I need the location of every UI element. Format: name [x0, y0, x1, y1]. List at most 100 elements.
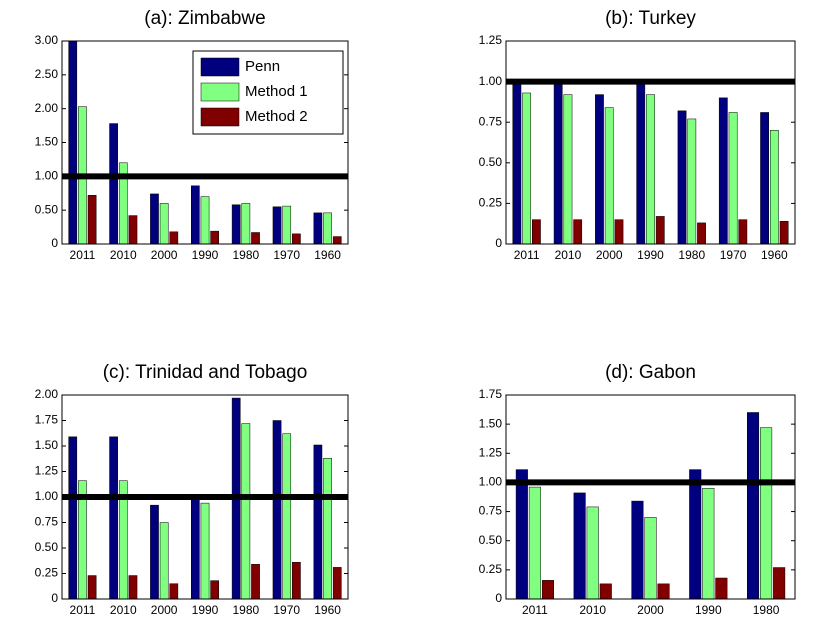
x-tick-label: 2000	[151, 603, 178, 617]
bar	[631, 500, 644, 600]
bar	[779, 221, 789, 245]
bar	[515, 469, 528, 600]
bar	[573, 492, 586, 600]
legend-swatch	[200, 82, 240, 102]
bar	[657, 583, 670, 600]
x-tick-label: 1980	[233, 248, 260, 262]
bar	[687, 118, 697, 245]
y-tick-label: 0	[51, 236, 58, 250]
x-tick-label: 1960	[314, 248, 341, 262]
bar	[553, 81, 563, 245]
y-tick-label: 1.25	[479, 445, 503, 459]
bar	[190, 185, 200, 245]
y-tick-label: 1.00	[479, 74, 503, 88]
bar	[728, 112, 738, 245]
x-tick-label: 2000	[151, 248, 178, 262]
bar	[128, 575, 138, 600]
bar	[323, 457, 332, 600]
bar	[241, 423, 251, 600]
y-tick-label: 2.50	[35, 67, 59, 81]
y-tick-label: 1.75	[35, 413, 59, 427]
chart-title: (c): Trinidad and Tobago	[103, 362, 308, 383]
bar	[313, 444, 323, 600]
bar	[573, 219, 583, 245]
bar	[169, 583, 179, 600]
bar	[200, 502, 210, 600]
x-tick-label: 1970	[273, 603, 300, 617]
x-tick-label: 1970	[720, 248, 747, 262]
x-tick-label: 2010	[579, 603, 606, 617]
x-tick-label: 1980	[753, 603, 780, 617]
bar	[655, 216, 665, 245]
y-tick-label: 0.75	[35, 515, 59, 529]
bar	[718, 97, 728, 245]
bar	[109, 436, 118, 600]
bar	[251, 232, 260, 245]
x-tick-label: 1980	[678, 248, 705, 262]
bar	[272, 420, 282, 600]
bar	[522, 92, 532, 245]
bar	[87, 575, 97, 600]
bar	[282, 433, 292, 600]
y-tick-label: 0.25	[479, 562, 503, 576]
bar	[200, 196, 210, 245]
legend-label: Penn	[245, 58, 280, 75]
axes-box	[61, 394, 349, 600]
y-tick-label: 0.50	[479, 155, 503, 169]
bar	[773, 567, 786, 600]
y-tick-label: 3.00	[35, 33, 59, 47]
bar	[644, 517, 657, 600]
bar	[231, 204, 241, 245]
bar	[241, 203, 251, 245]
y-tick-label: 0	[495, 236, 502, 250]
bar	[528, 486, 541, 600]
x-tick-label: 2011	[70, 248, 96, 262]
x-tick-label: 2000	[637, 603, 664, 617]
bar	[332, 236, 342, 245]
bar	[159, 522, 169, 600]
bar	[292, 562, 301, 600]
axes-box	[61, 40, 349, 245]
y-tick-label: 0.50	[35, 540, 59, 554]
y-tick-label: 1.00	[35, 489, 59, 503]
y-tick-label: 1.00	[479, 475, 503, 489]
bar	[87, 195, 97, 245]
bar	[190, 498, 200, 600]
x-tick-label: 1990	[637, 248, 664, 262]
bar	[689, 469, 702, 600]
bar	[646, 94, 655, 245]
y-tick-label: 1.00	[35, 169, 59, 183]
y-tick-label: 1.50	[479, 416, 503, 430]
x-tick-label: 1960	[314, 603, 341, 617]
axes-box	[505, 394, 796, 600]
x-tick-label: 1980	[233, 603, 260, 617]
y-tick-label: 1.75	[479, 387, 503, 401]
bar	[210, 230, 220, 245]
bar	[677, 110, 687, 245]
bar	[599, 583, 612, 600]
bar	[512, 81, 522, 245]
legend-label: Method 2	[245, 108, 308, 125]
y-tick-label: 1.50	[35, 438, 59, 452]
bar	[109, 123, 118, 245]
x-tick-label: 1960	[761, 248, 788, 262]
x-tick-label: 2011	[70, 603, 96, 617]
bar	[715, 577, 728, 600]
bar	[150, 504, 159, 600]
chart-title: (b): Turkey	[605, 8, 696, 29]
bar	[128, 215, 138, 245]
x-tick-label: 2011	[522, 603, 548, 617]
bar	[636, 81, 646, 245]
legend-label: Method 1	[245, 83, 308, 100]
bar	[159, 203, 169, 245]
y-tick-label: 2.00	[35, 101, 59, 115]
x-tick-label: 1990	[192, 603, 219, 617]
bar	[68, 40, 78, 245]
y-tick-label: 0.25	[35, 566, 59, 580]
bar	[769, 130, 779, 245]
y-tick-label: 1.25	[479, 33, 503, 47]
bar	[760, 427, 773, 600]
bar	[272, 206, 282, 245]
x-tick-label: 1970	[273, 248, 300, 262]
